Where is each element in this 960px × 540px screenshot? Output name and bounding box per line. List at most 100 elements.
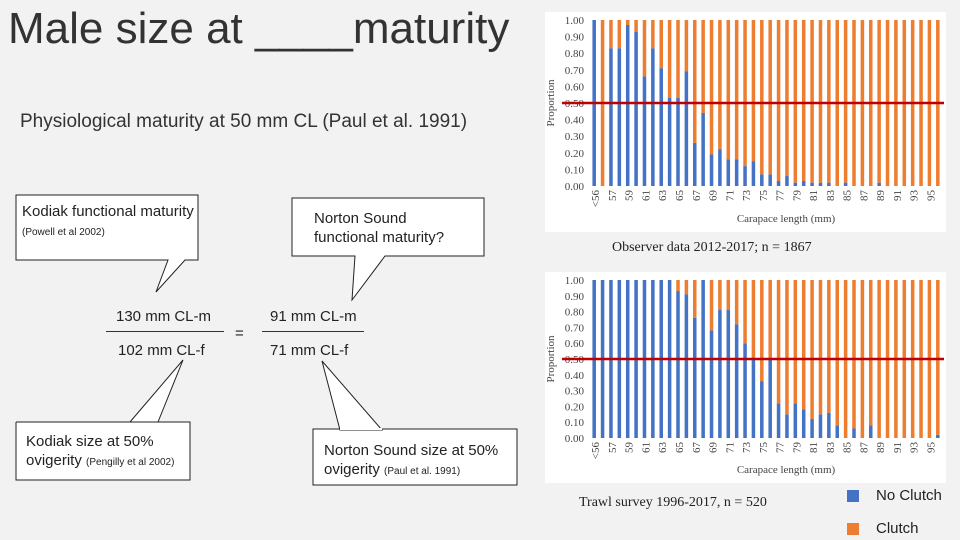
trawl-bar bbox=[827, 412, 831, 438]
trawl-ytick: 0.10 bbox=[565, 417, 585, 429]
trawl-bar bbox=[793, 403, 798, 438]
observer-xlabel: Carapace length (mm) bbox=[737, 213, 836, 225]
trawl-xtick: 71 bbox=[724, 442, 736, 453]
callout-norton-50: Norton Sound size at 50% ovigerity (Paul… bbox=[324, 441, 514, 481]
trawl-bar bbox=[751, 280, 756, 359]
ratio-right-line bbox=[262, 331, 364, 332]
callout-kodiak-50-box bbox=[15, 359, 191, 481]
trawl-xtick: 91 bbox=[892, 442, 904, 453]
observer-bar bbox=[684, 71, 689, 186]
callout-kodiak-50: Kodiak size at 50% ovigerity (Pengilly e… bbox=[26, 432, 190, 472]
observer-xtick: 63 bbox=[657, 190, 669, 202]
observer-bar bbox=[793, 20, 798, 183]
observer-bar bbox=[718, 20, 722, 150]
observer-bar bbox=[760, 174, 764, 186]
trawl-ytick: 0.20 bbox=[565, 401, 585, 413]
observer-xtick: 89 bbox=[875, 190, 887, 202]
trawl-xtick: 65 bbox=[674, 442, 686, 454]
observer-ytick: 0.80 bbox=[565, 48, 585, 60]
trawl-bar bbox=[760, 280, 764, 382]
observer-bar bbox=[801, 181, 806, 186]
trawl-bar bbox=[852, 280, 856, 429]
observer-bar bbox=[734, 20, 739, 160]
callout-norton-50-main: Norton Sound size at 50% ovigerity bbox=[324, 442, 499, 478]
callout-kodiak-functional-main: Kodiak functional maturity bbox=[22, 203, 194, 220]
observer-bar bbox=[877, 182, 881, 186]
observer-xtick: 85 bbox=[842, 190, 854, 202]
callout-norton-functional-box bbox=[291, 197, 485, 302]
trawl-ytick: 0.80 bbox=[565, 307, 585, 319]
observer-xtick: 65 bbox=[674, 190, 686, 202]
callout-kodiak-50-main: Kodiak size at 50% ovigerity bbox=[26, 433, 154, 469]
observer-ytick: 0.00 bbox=[565, 181, 585, 193]
observer-bar bbox=[667, 20, 672, 99]
trawl-xlabel: Carapace length (mm) bbox=[737, 464, 836, 476]
observer-bar bbox=[693, 20, 697, 143]
trawl-bar bbox=[768, 280, 772, 359]
observer-xtick: 77 bbox=[775, 190, 787, 202]
observer-bar bbox=[642, 76, 647, 186]
trawl-ytick: 1.00 bbox=[565, 275, 585, 287]
trawl-xtick: 75 bbox=[758, 442, 770, 454]
trawl-xtick: 63 bbox=[657, 442, 669, 454]
trawl-xtick: 73 bbox=[741, 442, 753, 454]
observer-bar bbox=[810, 182, 814, 186]
trawl-bar bbox=[810, 419, 814, 438]
trawl-bar bbox=[801, 280, 806, 410]
trawl-bar bbox=[776, 280, 781, 404]
observer-ytick: 0.20 bbox=[565, 148, 585, 160]
observer-bar bbox=[693, 142, 697, 186]
observer-xtick: 87 bbox=[858, 190, 870, 202]
observer-bar bbox=[676, 20, 680, 99]
observer-xtick: 93 bbox=[909, 190, 921, 202]
trawl-bar bbox=[835, 280, 839, 426]
trawl-xtick: 67 bbox=[691, 442, 703, 454]
trawl-xtick: 89 bbox=[875, 442, 887, 454]
observer-xtick: 59 bbox=[624, 190, 636, 202]
trawl-xtick: 77 bbox=[775, 442, 787, 454]
observer-bar bbox=[810, 20, 814, 183]
observer-bar bbox=[818, 182, 823, 186]
ratio-left-line bbox=[106, 331, 224, 332]
observer-bar bbox=[768, 20, 772, 175]
observer-xtick: 81 bbox=[808, 190, 820, 201]
callout-kodiak-functional-ref: (Powell et al 2002) bbox=[22, 227, 105, 238]
observer-ylabel: Proportion bbox=[545, 79, 557, 127]
ratio-left-denominator: 102 mm CL-f bbox=[118, 342, 205, 359]
observer-ytick: 0.10 bbox=[565, 164, 585, 176]
trawl-xtick: 87 bbox=[858, 442, 870, 454]
trawl-bar bbox=[743, 280, 747, 344]
observer-bar bbox=[684, 20, 689, 72]
trawl-bar bbox=[785, 280, 789, 415]
observer-bar bbox=[776, 20, 781, 182]
observer-bar bbox=[625, 24, 630, 187]
trawl-bar bbox=[810, 280, 814, 420]
trawl-bar bbox=[693, 280, 697, 318]
trawl-bar bbox=[718, 280, 722, 311]
observer-ytick: 0.90 bbox=[565, 32, 585, 44]
observer-bar bbox=[659, 68, 663, 186]
observer-bar bbox=[785, 20, 789, 177]
trawl-caption: Trawl survey 1996-2017, n = 520 bbox=[579, 495, 767, 510]
observer-bar bbox=[818, 20, 823, 183]
observer-ytick: 1.00 bbox=[565, 15, 585, 27]
observer-xtick: 83 bbox=[825, 190, 837, 202]
trawl-bar bbox=[760, 381, 764, 438]
observer-bar bbox=[634, 31, 638, 187]
observer-ytick: 0.70 bbox=[565, 65, 585, 77]
observer-bar bbox=[751, 161, 756, 186]
observer-bar bbox=[634, 20, 638, 32]
trawl-xtick: <56 bbox=[590, 442, 602, 460]
trawl-bar bbox=[818, 280, 823, 415]
observer-bar bbox=[726, 20, 731, 160]
callout-kodiak-functional: Kodiak functional maturity (Powell et al… bbox=[22, 202, 198, 242]
trawl-bar bbox=[793, 280, 798, 404]
observer-bar bbox=[827, 20, 831, 183]
trawl-ytick: 0.60 bbox=[565, 338, 585, 350]
observer-bar bbox=[793, 182, 798, 186]
legend-label-clutch: Clutch bbox=[876, 520, 919, 537]
observer-bar bbox=[701, 112, 705, 186]
observer-bar bbox=[760, 20, 764, 175]
observer-bar bbox=[734, 159, 739, 186]
